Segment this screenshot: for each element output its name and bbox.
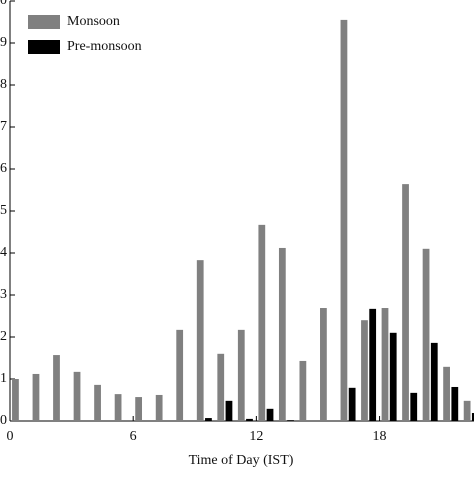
x-tick-label: 6 — [130, 429, 137, 444]
y-tick-label: 5 — [0, 203, 7, 218]
y-tick-label: 9 — [0, 35, 7, 50]
bar — [410, 392, 418, 421]
y-tick-label: 6 — [0, 161, 7, 176]
bar — [340, 19, 348, 422]
bar — [299, 360, 307, 421]
bar — [217, 353, 225, 421]
bar — [12, 379, 19, 421]
bar — [389, 332, 397, 421]
bar — [451, 386, 459, 421]
bar — [443, 366, 450, 421]
bar — [114, 394, 122, 421]
x-tick-label: 12 — [249, 429, 263, 444]
bar — [155, 394, 163, 421]
bar — [320, 308, 327, 421]
bar — [73, 371, 81, 421]
y-tick-label: 7 — [0, 119, 7, 134]
x-axis-label: Time of Day (IST) — [189, 453, 294, 468]
y-tick-label: 10 — [0, 0, 7, 8]
bar — [135, 397, 143, 421]
bar — [246, 418, 253, 421]
y-tick-label: 4 — [0, 245, 7, 260]
bar — [94, 384, 101, 421]
x-tick-label: 0 — [7, 429, 14, 444]
bar — [369, 308, 377, 421]
bar — [471, 413, 474, 421]
legend-label: Pre-monsoon — [67, 39, 142, 54]
bar — [361, 320, 368, 421]
y-tick-label: 8 — [0, 77, 7, 92]
bar — [196, 260, 204, 421]
bar — [237, 329, 245, 421]
y-tick-label: 2 — [0, 329, 7, 344]
bar — [176, 329, 184, 421]
bar — [430, 342, 438, 421]
x-tick-label: 18 — [373, 429, 387, 444]
bar — [287, 420, 294, 421]
bar — [463, 400, 471, 421]
bar — [381, 308, 389, 421]
bar — [32, 373, 40, 421]
legend-swatch — [28, 15, 60, 29]
bar — [258, 224, 266, 421]
bar — [53, 355, 60, 421]
bar — [278, 247, 286, 421]
legend-swatch — [28, 40, 60, 54]
bar — [205, 418, 212, 421]
y-tick-label: 1 — [0, 371, 7, 386]
bar — [402, 184, 409, 421]
legend-label: Monsoon — [67, 14, 120, 29]
y-tick-label: 0 — [0, 413, 7, 428]
bar — [225, 400, 233, 421]
bar — [348, 387, 356, 421]
y-tick-label: 3 — [0, 287, 7, 302]
bar — [422, 248, 430, 421]
bar — [266, 408, 274, 421]
